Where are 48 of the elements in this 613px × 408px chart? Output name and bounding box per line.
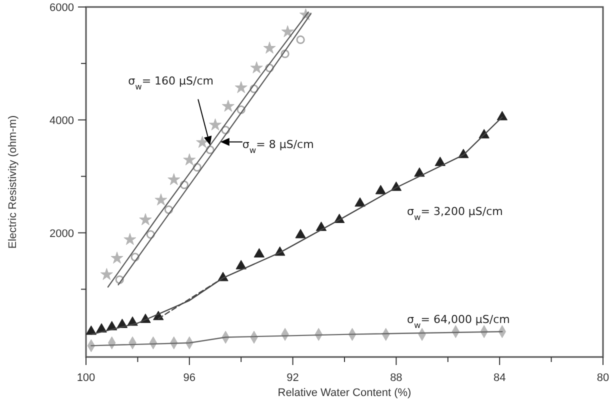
point bbox=[183, 153, 196, 166]
point bbox=[110, 252, 124, 264]
point bbox=[221, 126, 230, 134]
point bbox=[254, 248, 265, 258]
x-tick-label: 100 bbox=[76, 372, 96, 384]
point bbox=[250, 61, 263, 74]
point bbox=[130, 252, 140, 262]
point bbox=[263, 42, 276, 54]
x-tick-label: 88 bbox=[390, 372, 402, 384]
point bbox=[375, 184, 386, 194]
point bbox=[354, 197, 366, 207]
point bbox=[296, 35, 305, 44]
point bbox=[234, 81, 248, 94]
annotation: σ$_{w}$= 3,200 μS/cm bbox=[407, 205, 503, 222]
point bbox=[281, 25, 294, 38]
point bbox=[434, 156, 446, 166]
y-tick-label: 4000 bbox=[50, 114, 74, 127]
point bbox=[265, 64, 274, 72]
point bbox=[115, 275, 124, 284]
annotation: σ$_{w}$= 8 μS/cm bbox=[242, 138, 314, 155]
point bbox=[250, 84, 258, 94]
point bbox=[164, 205, 174, 214]
point bbox=[280, 50, 290, 58]
y-tick-label: 2000 bbox=[50, 228, 74, 240]
point bbox=[236, 105, 246, 114]
point bbox=[222, 100, 234, 112]
point bbox=[100, 268, 113, 280]
y-axis-title: Electric Resistivity (ohm-m) bbox=[7, 115, 19, 249]
y-tick-label: 6000 bbox=[50, 2, 74, 14]
point bbox=[236, 260, 246, 270]
x-tick-label: 84 bbox=[493, 372, 506, 384]
point bbox=[146, 230, 155, 239]
point bbox=[124, 233, 136, 245]
point bbox=[168, 173, 180, 186]
point bbox=[206, 146, 214, 154]
annotation: σ$_{w}$= 64,000 μS/cm bbox=[407, 313, 510, 330]
annotation: σ$_{w}$= 160 μS/cm bbox=[128, 74, 214, 92]
x-tick-label: 96 bbox=[183, 372, 196, 384]
point bbox=[139, 213, 152, 226]
point bbox=[180, 180, 189, 190]
point bbox=[295, 228, 306, 238]
x-tick-label: 92 bbox=[286, 372, 299, 384]
point bbox=[154, 193, 168, 206]
x-axis-title: Relative Water Content (%) bbox=[278, 387, 412, 399]
x-tick-label: 80 bbox=[596, 372, 610, 384]
point bbox=[196, 136, 209, 148]
point bbox=[208, 118, 222, 130]
point bbox=[192, 163, 202, 172]
